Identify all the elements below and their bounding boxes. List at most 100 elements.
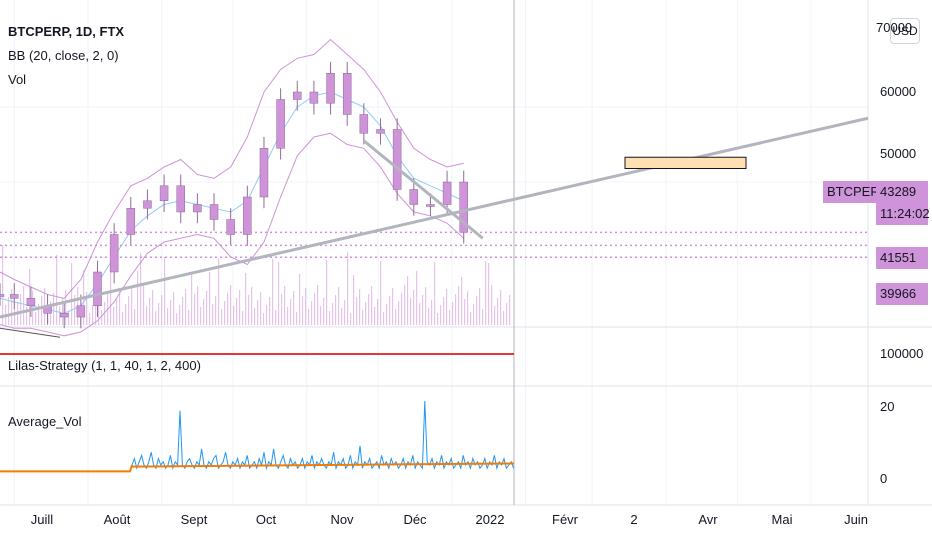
volume-bar — [494, 306, 496, 325]
candle-body — [376, 129, 385, 134]
currency-button[interactable]: USD — [890, 18, 920, 44]
volume-bar — [23, 286, 25, 325]
vol-legend[interactable]: Vol — [8, 72, 27, 87]
candle-body — [209, 204, 219, 220]
volume-bar — [419, 303, 421, 325]
volume-bar — [404, 285, 406, 325]
volume-bar — [308, 309, 310, 325]
volume-bar — [68, 311, 70, 325]
x-tick-2: 2 — [630, 512, 638, 527]
volume-bar — [260, 292, 262, 325]
volume-bar — [377, 299, 379, 325]
symbol-price-tag: BTCPERP — [823, 181, 893, 203]
volume-bar — [395, 309, 397, 325]
lower-left-trendline — [0, 327, 61, 338]
candle-body — [309, 91, 319, 104]
volume-bar — [320, 306, 322, 325]
volume-bar — [275, 310, 277, 325]
volume-bar — [212, 304, 214, 325]
volume-bar — [251, 287, 253, 325]
volume-bar — [95, 297, 97, 325]
volume-bar — [353, 275, 355, 325]
candle-body — [426, 204, 435, 207]
volume-bar — [392, 288, 394, 325]
volume-bar — [209, 272, 211, 325]
volume-bar — [272, 259, 274, 325]
volume-bar — [218, 258, 220, 325]
volume-bar — [248, 295, 250, 325]
candle-body — [0, 294, 5, 297]
price-tick-50000: 50000 — [880, 146, 917, 161]
volume-bar — [350, 313, 352, 325]
volume-bar — [167, 308, 169, 325]
volume-bar — [296, 312, 298, 325]
long-trendline — [0, 116, 869, 319]
volume-bar — [317, 285, 319, 325]
volume-bar — [8, 297, 10, 325]
volume-bar — [407, 276, 409, 325]
volume-bar — [305, 288, 307, 325]
volume-bar — [59, 306, 61, 325]
volume-bar — [434, 262, 436, 325]
candle-body — [293, 91, 302, 100]
symbol-legend[interactable]: BTCPERP, 1D, FTX — [8, 24, 125, 39]
candle-body — [326, 73, 335, 104]
volume-bar — [470, 312, 472, 325]
x-tick-avr: Avr — [698, 512, 718, 527]
volume-bar — [485, 261, 487, 325]
volume-bar — [164, 257, 166, 325]
x-tick-juill: Juill — [30, 512, 54, 527]
candle-body — [409, 189, 419, 205]
volume-bar — [341, 308, 343, 325]
x-tick-aout: Août — [103, 512, 131, 527]
strategy-tick-100000: 100000 — [880, 346, 924, 361]
volume-bar — [182, 297, 184, 325]
volume-bar — [365, 302, 367, 325]
volume-bar — [206, 291, 208, 325]
volume-bar — [197, 286, 199, 325]
volume-bar — [65, 290, 67, 325]
volume-bar — [284, 286, 286, 325]
volume-bar — [128, 296, 130, 325]
volume-bar — [278, 262, 280, 325]
countdown-label: 11:24:02 — [876, 203, 930, 225]
volume-bar — [194, 294, 196, 325]
volume-bar — [506, 303, 508, 325]
strategy-legend[interactable]: Lilas-Strategy (1, 1, 40, 1, 2, 400) — [8, 358, 201, 373]
volume-bar — [134, 309, 136, 325]
candle-body — [259, 148, 269, 198]
volume-bar — [89, 313, 91, 325]
x-tick-mai: Mai — [771, 512, 793, 527]
volume-bar — [380, 261, 382, 325]
volume-bar — [155, 311, 157, 325]
volume-bar — [473, 304, 475, 325]
volume-bar — [449, 310, 451, 325]
volume-bar — [245, 273, 247, 325]
bb-legend[interactable]: BB (20, close, 2, 0) — [8, 48, 119, 63]
candle-body — [442, 181, 452, 205]
last-price-label: 43289 — [876, 181, 928, 203]
volume-bar — [41, 296, 43, 325]
price-level-label-2: 39966 — [876, 283, 928, 305]
volume-bar — [401, 293, 403, 325]
candle-body — [59, 313, 69, 318]
volume-bar — [29, 269, 31, 325]
volume-bar — [467, 291, 469, 325]
volume-bar — [374, 307, 376, 325]
volume-bar — [488, 263, 490, 325]
candle-body — [109, 234, 119, 273]
volume-bar — [443, 297, 445, 325]
volume-bar — [398, 301, 400, 325]
volume-bar — [338, 287, 340, 325]
volume-bar — [20, 294, 22, 325]
candle-body — [93, 271, 102, 306]
volume-bar — [38, 304, 40, 325]
volume-bar — [368, 294, 370, 325]
candle-body — [342, 73, 352, 115]
average-vol-legend[interactable]: Average_Vol — [8, 414, 82, 429]
volume-bar — [215, 296, 217, 325]
candle-body — [10, 294, 19, 299]
volume-bar — [137, 271, 139, 325]
volume-bar — [221, 309, 223, 325]
